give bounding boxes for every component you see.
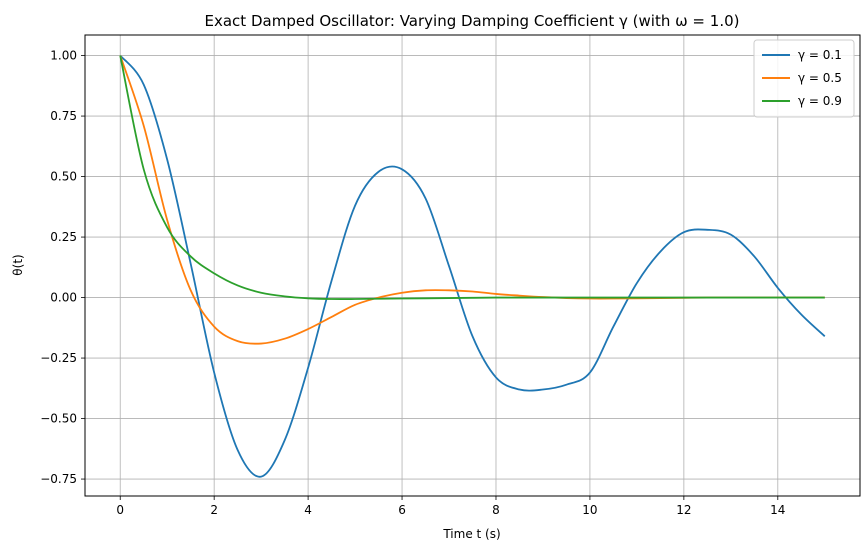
series-line-3 bbox=[119, 55, 825, 300]
y-tick-label: 1.00 bbox=[50, 49, 77, 63]
y-tick-label: 0.00 bbox=[50, 291, 77, 305]
y-tick-label: 0.50 bbox=[50, 170, 77, 184]
x-axis-title: Time t (s) bbox=[442, 527, 500, 541]
y-tick-label: −0.75 bbox=[40, 472, 77, 486]
x-tick-label: 8 bbox=[492, 503, 500, 517]
plot-frame bbox=[84, 34, 861, 497]
x-tick-label: 10 bbox=[582, 503, 597, 517]
legend-label: γ = 0.9 bbox=[798, 94, 842, 108]
y-tick-label: −0.50 bbox=[40, 412, 77, 426]
legend: γ = 0.1 γ = 0.5 γ = 0.9 bbox=[753, 39, 855, 118]
x-tick-label: 2 bbox=[210, 503, 218, 517]
series-line-1 bbox=[119, 54, 826, 478]
x-tick-label: 6 bbox=[398, 503, 406, 517]
x-tick-label: 0 bbox=[116, 503, 124, 517]
legend-box bbox=[753, 39, 855, 118]
x-axis: 0 2 4 6 8 10 12 14 bbox=[116, 496, 785, 517]
y-axis-title: θ(t) bbox=[11, 254, 25, 275]
legend-label: γ = 0.1 bbox=[798, 48, 842, 62]
y-tick-label: 0.25 bbox=[50, 230, 77, 244]
series-layer bbox=[119, 54, 826, 478]
y-tick-label: 0.75 bbox=[50, 109, 77, 123]
y-axis: −0.75 −0.50 −0.25 0.00 0.25 0.50 0.75 1.00 bbox=[40, 49, 85, 486]
x-tick-label: 12 bbox=[676, 503, 691, 517]
legend-label: γ = 0.5 bbox=[798, 71, 842, 85]
x-tick-label: 4 bbox=[304, 503, 312, 517]
y-tick-label: −0.25 bbox=[40, 351, 77, 365]
chart-title: Exact Damped Oscillator: Varying Damping… bbox=[205, 12, 740, 30]
x-tick-label: 14 bbox=[770, 503, 785, 517]
